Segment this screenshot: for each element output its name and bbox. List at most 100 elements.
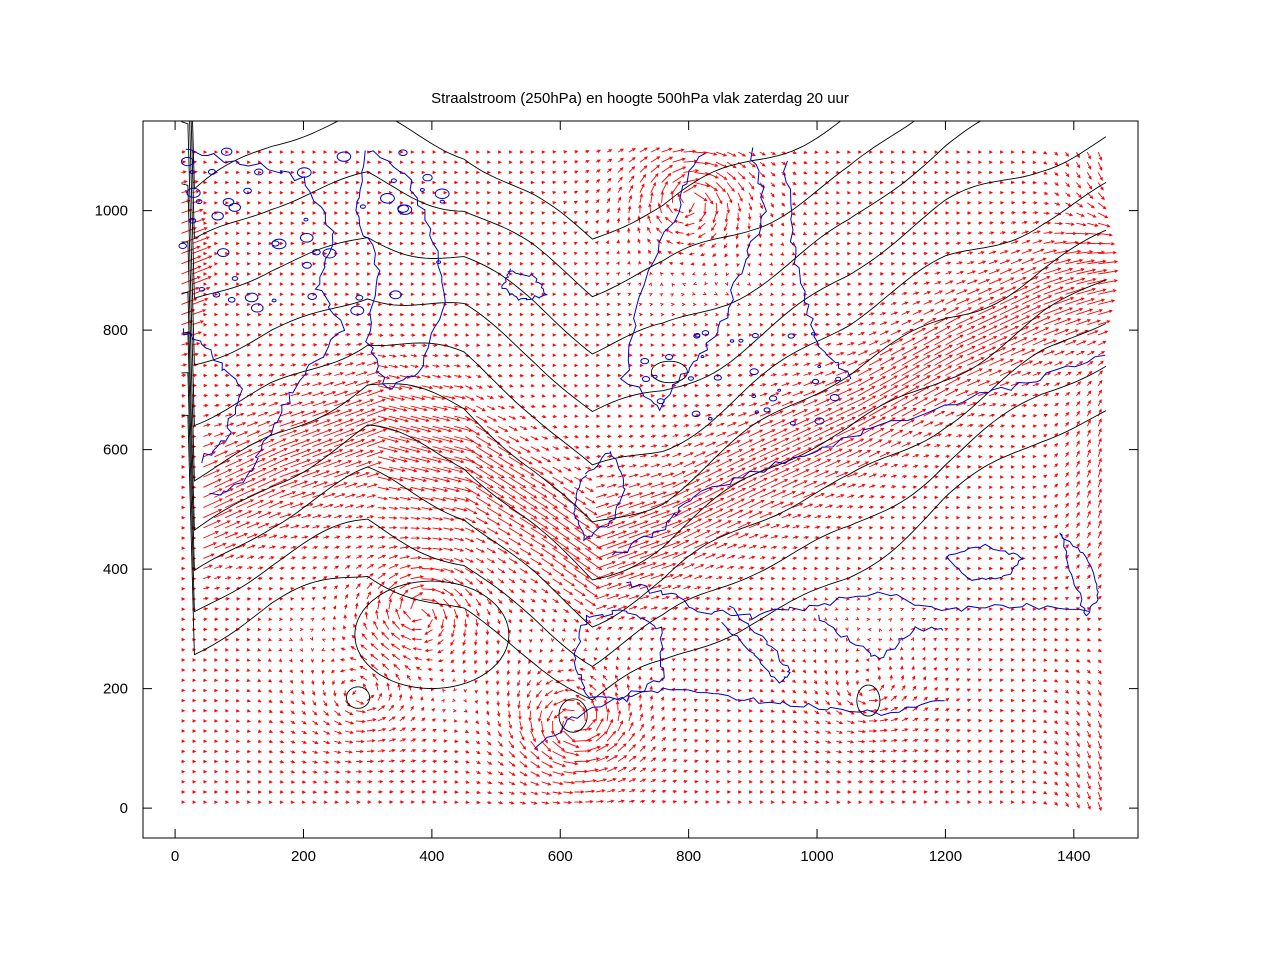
wind-arrow xyxy=(323,700,328,707)
wind-arrow xyxy=(605,272,610,276)
wind-arrow xyxy=(868,698,879,703)
wind-arrow xyxy=(890,365,909,376)
wind-arrow xyxy=(955,617,960,621)
wind-arrow xyxy=(333,585,339,590)
wind-arrow xyxy=(181,536,186,540)
wind-arrow xyxy=(573,241,578,246)
wind-arrow xyxy=(432,588,446,595)
wind-arrow xyxy=(681,302,686,307)
wind-arrow xyxy=(738,586,743,591)
wind-arrow xyxy=(454,374,463,379)
wind-arrow xyxy=(334,730,343,735)
wind-arrow xyxy=(781,759,787,764)
wind-arrow xyxy=(225,509,243,519)
wind-arrow xyxy=(660,302,665,307)
wind-arrow xyxy=(279,740,285,744)
wind-arrow xyxy=(812,627,817,632)
wind-arrow xyxy=(181,455,186,459)
wind-arrow xyxy=(999,556,1004,561)
wind-arrow xyxy=(399,241,404,246)
wind-arrow xyxy=(978,315,998,326)
wind-arrow xyxy=(465,395,475,401)
wind-arrow xyxy=(737,439,753,448)
wind-arrow xyxy=(868,556,873,561)
wind-arrow xyxy=(693,688,698,693)
wind-arrow xyxy=(246,759,252,764)
wind-arrow xyxy=(519,497,538,509)
wind-arrow xyxy=(323,282,328,286)
wind-arrow xyxy=(901,505,906,510)
wind-arrow xyxy=(345,525,352,529)
wind-arrow xyxy=(661,758,667,762)
wind-arrow xyxy=(236,221,240,225)
wind-arrow xyxy=(562,241,567,246)
wind-arrow xyxy=(432,211,437,215)
wind-arrow xyxy=(474,679,478,684)
wind-arrow xyxy=(354,612,358,620)
wind-arrow xyxy=(792,566,797,571)
wind-arrow xyxy=(770,597,775,601)
wind-arrow xyxy=(674,230,684,235)
wind-arrow xyxy=(737,202,742,213)
wind-arrow xyxy=(552,241,557,246)
wind-arrow xyxy=(607,404,612,408)
wind-arrow xyxy=(879,282,885,286)
wind-arrow xyxy=(290,700,295,705)
wind-arrow xyxy=(956,298,970,305)
wind-arrow xyxy=(181,800,186,804)
wind-arrow xyxy=(334,565,340,570)
wind-arrow xyxy=(463,709,468,713)
wind-arrow xyxy=(246,262,251,266)
wind-arrow xyxy=(454,456,476,464)
wind-arrow xyxy=(978,424,984,428)
wind-arrow xyxy=(857,368,873,376)
wind-arrow xyxy=(585,160,590,164)
wind-arrow xyxy=(519,456,533,465)
wind-arrow xyxy=(268,180,273,185)
wind-arrow xyxy=(727,637,732,642)
wind-arrow xyxy=(551,720,555,735)
wind-arrow xyxy=(650,343,655,347)
wind-arrow xyxy=(432,780,438,784)
wind-arrow xyxy=(410,425,432,433)
wind-arrow xyxy=(680,272,685,276)
wind-arrow xyxy=(737,510,754,519)
wind-arrow xyxy=(356,780,362,784)
wind-arrow xyxy=(945,280,954,285)
wind-arrow xyxy=(203,780,208,784)
wind-arrow xyxy=(377,456,397,463)
wind-arrow xyxy=(203,749,208,754)
wind-arrow xyxy=(825,750,832,754)
wind-arrow xyxy=(388,716,396,722)
wind-arrow xyxy=(334,211,339,215)
wind-arrow xyxy=(977,678,982,682)
wind-arrow xyxy=(181,526,186,530)
wind-arrow xyxy=(290,160,295,164)
wind-arrow xyxy=(454,262,459,266)
wind-arrow xyxy=(279,420,296,427)
wind-arrow xyxy=(203,190,208,195)
wind-arrow xyxy=(322,606,326,611)
wind-arrow xyxy=(225,739,230,743)
wind-arrow xyxy=(377,221,382,225)
wind-arrow xyxy=(214,201,219,205)
wind-arrow xyxy=(486,446,503,457)
wind-arrow xyxy=(901,485,907,489)
wind-arrow xyxy=(508,476,527,489)
wind-arrow xyxy=(443,436,465,443)
wind-arrow xyxy=(694,575,703,580)
wind-arrow xyxy=(595,282,600,286)
wind-arrow xyxy=(934,475,939,479)
wind-arrow xyxy=(661,156,674,163)
wind-arrow xyxy=(530,262,535,266)
wind-arrow xyxy=(519,343,524,347)
wind-arrow xyxy=(999,668,1004,672)
wind-arrow xyxy=(530,292,535,296)
wind-arrow xyxy=(312,750,319,754)
wind-arrow xyxy=(301,469,321,478)
wind-arrow xyxy=(279,720,285,724)
wind-arrow xyxy=(923,780,929,784)
wind-arrow xyxy=(912,475,918,479)
wind-arrow xyxy=(388,272,393,276)
wind-arrow xyxy=(846,587,851,591)
